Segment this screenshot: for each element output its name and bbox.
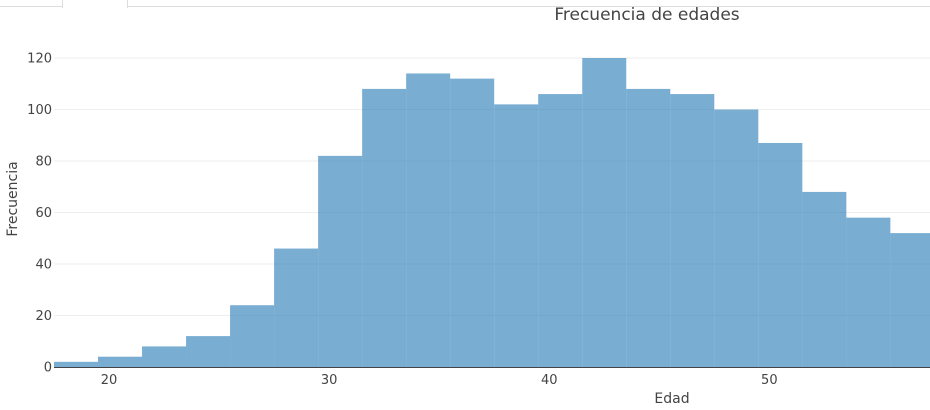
histogram-bar[interactable]	[98, 356, 143, 367]
histogram-bar[interactable]	[890, 233, 930, 367]
y-axis-title: Frecuencia	[5, 161, 21, 236]
histogram-bar[interactable]	[538, 94, 583, 368]
histogram-bar[interactable]	[54, 361, 99, 367]
x-axis-title: Edad	[654, 391, 689, 407]
histogram-bar[interactable]	[582, 58, 627, 367]
histogram-bar[interactable]	[714, 109, 759, 367]
histogram-bar[interactable]	[318, 155, 363, 367]
histogram-bar[interactable]	[626, 88, 671, 367]
histogram-bar[interactable]	[186, 336, 231, 367]
tab-bar	[0, 0, 930, 8]
histogram-bars	[54, 58, 930, 368]
histogram-bar[interactable]	[450, 78, 495, 368]
y-tick-label: 0	[44, 361, 52, 376]
y-tick-label: 40	[35, 258, 52, 273]
x-tick-label: 20	[101, 373, 118, 388]
histogram-bar[interactable]	[846, 217, 891, 367]
histogram-bar[interactable]	[802, 191, 847, 367]
x-tick-labels: 20 30 40 50	[101, 373, 778, 388]
x-tick-label: 50	[761, 373, 778, 388]
histogram-bar[interactable]	[758, 142, 803, 367]
tab-active[interactable]	[62, 0, 128, 8]
y-tick-label: 80	[35, 155, 52, 170]
x-tick-label: 30	[321, 373, 338, 388]
histogram-bar[interactable]	[230, 305, 275, 367]
y-tick-label: 60	[35, 206, 52, 221]
x-tick-label: 40	[541, 373, 558, 388]
y-tick-label: 120	[27, 52, 52, 67]
histogram-bar[interactable]	[362, 88, 407, 367]
y-tick-labels: 0 20 40 60 80 100 120	[27, 52, 52, 376]
histogram-bar[interactable]	[670, 94, 715, 368]
y-tick-label: 20	[35, 309, 52, 324]
y-tick-label: 100	[27, 103, 52, 118]
histogram-bar[interactable]	[406, 73, 451, 367]
histogram-bar[interactable]	[142, 346, 187, 367]
histogram-bar[interactable]	[274, 248, 319, 367]
chart-title: Frecuencia de edades	[554, 5, 739, 25]
histogram-bar[interactable]	[494, 104, 539, 367]
